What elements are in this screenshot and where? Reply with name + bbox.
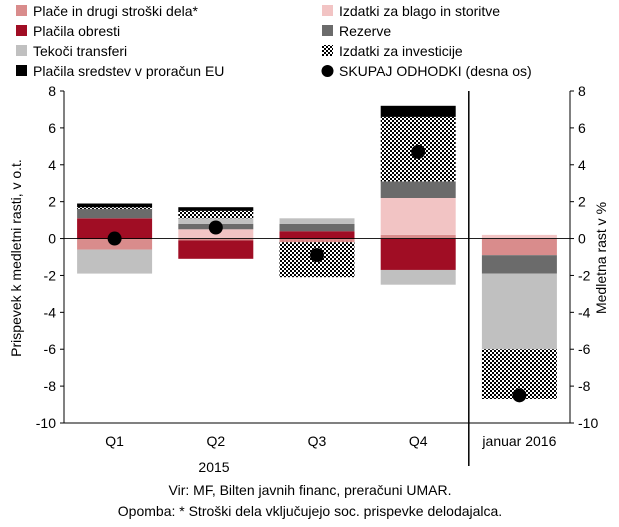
y-tick-label-left: -8 — [44, 378, 57, 394]
y-tick-label-right: 0 — [578, 231, 586, 247]
bar-segment-0-1 — [178, 238, 254, 241]
bar-segment-3-0 — [77, 209, 153, 219]
y-tick-label-right: -10 — [578, 415, 598, 431]
bar-segment-4-4 — [481, 273, 557, 350]
y-tick-label-right: -6 — [578, 341, 591, 357]
legend-swatch — [322, 45, 333, 56]
y-tick-label-right: 4 — [578, 157, 586, 173]
legend-swatch — [16, 25, 27, 36]
bar-segment-6-3 — [380, 105, 456, 117]
y-tick-label-left: -2 — [44, 267, 57, 283]
bar-segment-6-1 — [178, 207, 254, 211]
x-group-label: 2015 — [198, 459, 229, 475]
axes-group: -10 -10 -8 -8 -6 -6 -4 -4 -2 -2 0 0 2 2 4 4 6 6 8 8 Q1 Q2 Q3 Q4… — [36, 83, 598, 466]
y-tick-label-right: 6 — [578, 120, 586, 136]
y-axis-right-label: Medletna rast v % — [593, 202, 609, 314]
legend-label: Plačila sredstev v proračun EU — [33, 63, 224, 79]
x-tick-label: Q4 — [409, 433, 428, 449]
legend-label: Rezerve — [339, 23, 391, 39]
bar-segment-0-4 — [481, 238, 557, 256]
legend-label: Plače in drugi stroški dela* — [33, 3, 199, 19]
y-tick-label-right: 2 — [578, 194, 586, 210]
legend-swatch — [16, 5, 27, 16]
bar-segment-1-3 — [380, 198, 456, 235]
y-tick-label-left: 2 — [48, 194, 56, 210]
bar-segment-4-0 — [77, 249, 153, 274]
bar-segment-4-3 — [380, 269, 456, 285]
legend-label: Izdatki za investicije — [339, 43, 463, 59]
legend-label: Plačila obresti — [33, 23, 120, 39]
bar-segment-0-3 — [380, 234, 456, 239]
total-marker — [411, 144, 426, 159]
y-tick-label-left: 4 — [48, 157, 56, 173]
y-tick-label-right: -8 — [578, 378, 591, 394]
legend-swatch — [16, 45, 27, 56]
legend-swatch — [16, 65, 27, 76]
y-tick-label-left: 6 — [48, 120, 56, 136]
x-tick-label: Q3 — [308, 433, 327, 449]
y-tick-label-left: 8 — [48, 83, 56, 99]
total-marker — [107, 231, 122, 246]
bar-segment-3-4 — [481, 255, 557, 274]
total-marker — [208, 220, 223, 235]
legend-swatch — [321, 65, 334, 77]
y-tick-label-left: -6 — [44, 341, 57, 357]
footnote: Opomba: * Stroški dela vključujejo soc. … — [118, 503, 502, 519]
y-axis-left-label: Prispevek k medletni rasti, v o.t. — [8, 159, 24, 357]
y-tick-label-right: 8 — [578, 83, 586, 99]
legend: Plače in drugi stroški dela* Izdatki za b… — [16, 3, 532, 79]
legend-label: Tekoči transferi — [33, 43, 127, 59]
bar-segment-4-2 — [279, 218, 355, 224]
bar-segment-3-2 — [279, 223, 355, 232]
total-marker — [512, 388, 527, 403]
bar-segment-5-1 — [178, 210, 254, 219]
y-tick-label-right: -2 — [578, 267, 591, 283]
source-note: Vir: MF, Bilten javnih financ, preračuni… — [169, 482, 452, 498]
y-tick-label-left: -4 — [44, 304, 57, 320]
bar-segment-2-0 — [77, 218, 153, 239]
y-tick-label-right: -4 — [578, 304, 591, 320]
y-tick-label-left: -10 — [36, 415, 56, 431]
legend-label: Izdatki za blago in storitve — [339, 3, 500, 19]
legend-label: SKUPAJ ODHODKI (desna os) — [339, 63, 532, 79]
bar-segment-5-0 — [77, 207, 153, 209]
bar-segment-2-2 — [279, 231, 355, 239]
x-tick-label: januar 2016 — [481, 433, 556, 449]
x-tick-label: Q1 — [105, 433, 124, 449]
bar-segment-1-4 — [481, 234, 557, 239]
total-marker — [310, 248, 324, 263]
bar-segment-2-1 — [178, 240, 254, 259]
legend-swatch — [322, 5, 333, 16]
total-markers-group — [107, 144, 527, 403]
legend-swatch — [322, 25, 333, 36]
x-tick-label: Q2 — [206, 433, 225, 449]
bar-segment-3-3 — [380, 181, 456, 198]
bar-segment-0-2 — [279, 238, 355, 243]
bar-segment-2-3 — [380, 238, 456, 270]
y-tick-label-left: 0 — [48, 231, 56, 247]
bar-segment-6-0 — [77, 203, 153, 208]
